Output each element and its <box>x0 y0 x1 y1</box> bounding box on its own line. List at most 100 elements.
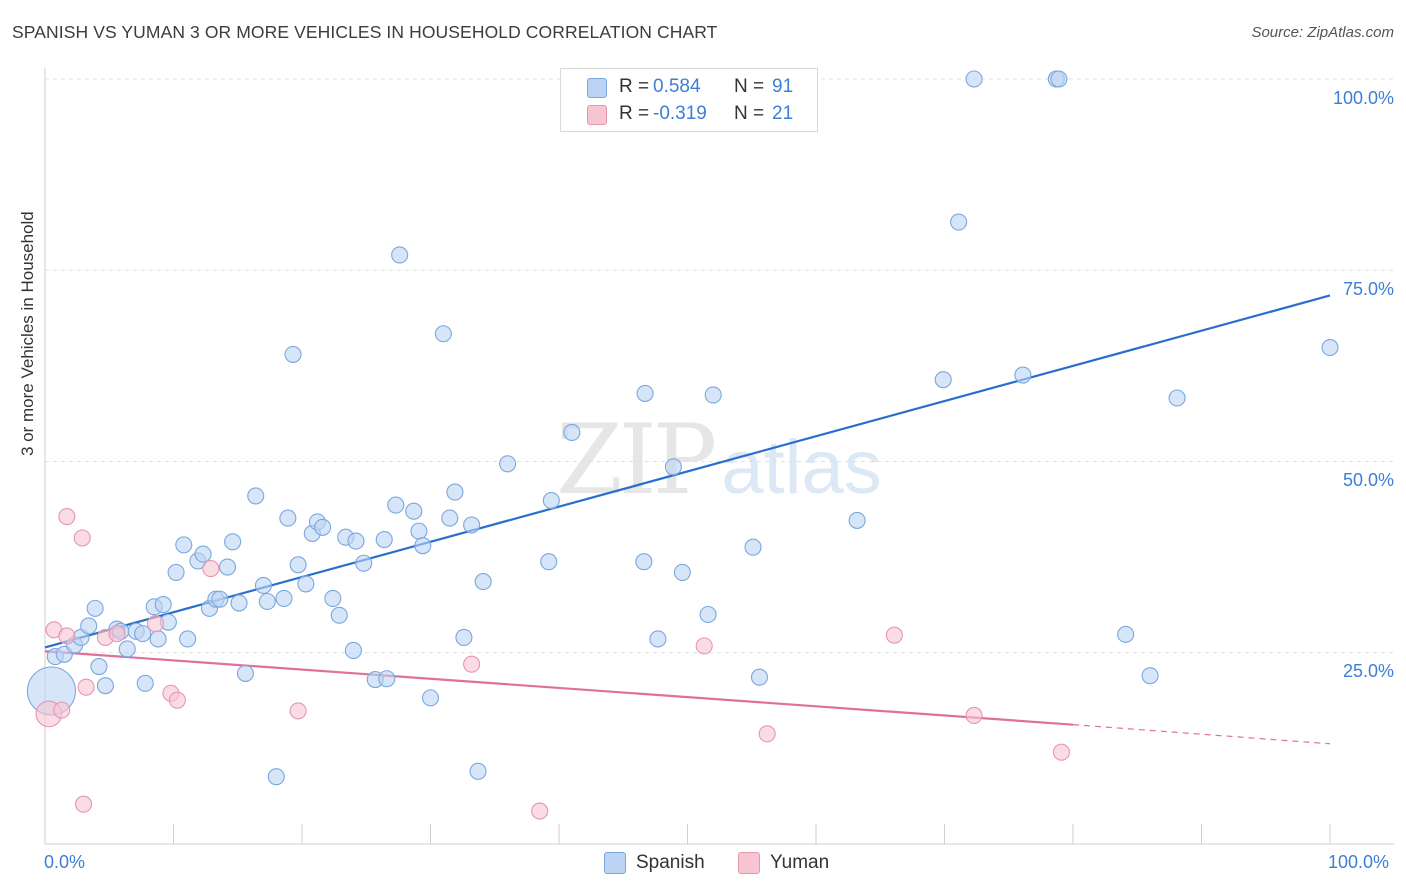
legend-n-value: 21 <box>772 103 794 124</box>
spanish-point <box>446 483 464 501</box>
spanish-point <box>664 458 682 476</box>
yuman-point <box>168 691 186 709</box>
bottom-legend-yuman: Yuman <box>738 852 829 874</box>
legend-row-yuman: R = -0.319 N = 21 <box>561 101 817 127</box>
spanish-point <box>378 670 396 688</box>
chart-title: SPANISH VS YUMAN 3 OR MORE VEHICLES IN H… <box>12 22 718 42</box>
spanish-point <box>1141 667 1159 685</box>
spanish-point <box>1321 338 1339 357</box>
yuman-trend-line <box>44 650 1074 726</box>
y-axis-label: 3 or more Vehicles in Household <box>18 211 37 456</box>
spanish-point <box>279 509 297 527</box>
spanish-point <box>636 384 654 402</box>
spanish-point <box>673 563 691 581</box>
x-tick-label-0: 0.0% <box>44 852 86 872</box>
spanish-point <box>744 538 762 556</box>
spanish-point <box>542 491 560 510</box>
spanish-point <box>230 594 248 612</box>
spanish-point <box>224 533 242 551</box>
spanish-point <box>167 563 185 581</box>
spanish-point <box>699 605 717 624</box>
legend-n-label: N = <box>734 76 765 97</box>
spanish-point <box>1168 389 1186 407</box>
yuman-point <box>695 637 713 655</box>
spanish-point <box>254 576 273 594</box>
spanish-point <box>194 545 212 563</box>
spanish-point <box>90 657 108 676</box>
spanish-point <box>134 625 152 643</box>
yuman-legend-label: Yuman <box>770 852 830 873</box>
spanish-point <box>86 599 104 617</box>
spanish-points <box>26 70 1339 786</box>
watermark-zip: ZIP <box>556 404 717 516</box>
spanish-point <box>218 558 237 576</box>
spanish-point <box>258 592 276 611</box>
spanish-point <box>284 345 302 363</box>
spanish-point <box>267 768 285 786</box>
spanish-point <box>635 553 653 571</box>
spanish-point <box>499 455 517 473</box>
spanish-point <box>289 556 307 574</box>
spanish-legend-label: Spanish <box>636 852 705 873</box>
spanish-swatch <box>587 78 607 98</box>
spanish-point <box>405 502 423 520</box>
spanish-point <box>469 762 487 780</box>
spanish-point <box>934 371 952 389</box>
y-tick-label-100: 100.0% <box>1332 88 1394 108</box>
yuman-point <box>1052 743 1070 761</box>
source-label: Source: ZipAtlas.com <box>1251 24 1394 41</box>
spanish-point <box>434 325 452 343</box>
spanish-point <box>1117 625 1135 643</box>
spanish-point <box>848 511 866 529</box>
bottom-legend-spanish: Spanish <box>604 852 705 874</box>
spanish-point <box>1050 70 1068 88</box>
spanish-point <box>540 553 558 571</box>
legend-n-label: N = <box>734 103 765 124</box>
spanish-point <box>324 589 342 607</box>
spanish-point <box>965 70 983 88</box>
yuman-point <box>146 615 165 633</box>
spanish-point <box>314 518 332 536</box>
legend-r-value: -0.319 <box>653 103 707 124</box>
spanish-legend-swatch <box>604 852 626 874</box>
spanish-point <box>118 640 136 658</box>
spanish-point <box>750 668 769 686</box>
spanish-point <box>1014 366 1032 384</box>
watermark: ZIP atlas <box>556 404 882 516</box>
spanish-point <box>179 630 197 648</box>
spanish-point <box>149 630 167 648</box>
spanish-point <box>154 596 172 614</box>
spanish-point <box>455 628 473 647</box>
yuman-point <box>885 626 903 644</box>
spanish-point <box>344 641 362 660</box>
spanish-point <box>387 496 405 514</box>
spanish-point <box>211 590 229 608</box>
spanish-point <box>421 689 440 707</box>
yuman-point <box>758 725 776 743</box>
spanish-point <box>175 536 193 554</box>
yuman-point <box>108 625 126 643</box>
legend-r-label: R = <box>619 76 650 97</box>
yuman-point <box>58 627 76 645</box>
yuman-point <box>202 560 220 578</box>
spanish-point <box>275 589 293 607</box>
y-tick-label-75: 75.0% <box>1342 279 1394 299</box>
spanish-point <box>441 509 459 527</box>
spanish-point <box>297 575 315 593</box>
correlation-legend: R = 0.584 N = 91 R = -0.319 N = 21 <box>560 68 818 132</box>
spanish-point <box>347 532 365 550</box>
spanish-point <box>474 573 492 591</box>
yuman-point <box>75 795 93 813</box>
yuman-trend-extension <box>1072 724 1331 745</box>
yuman-point <box>965 706 983 725</box>
spanish-point <box>330 606 348 624</box>
spanish-point <box>80 617 98 635</box>
yuman-swatch <box>587 105 607 125</box>
yuman-point <box>58 508 76 526</box>
spanish-point <box>247 487 265 505</box>
x-tick-label-100: 100.0% <box>1328 852 1390 872</box>
spanish-point <box>391 246 409 264</box>
y-tick-label-25: 25.0% <box>1342 661 1394 681</box>
yuman-point <box>53 701 71 719</box>
spanish-point <box>950 213 968 231</box>
